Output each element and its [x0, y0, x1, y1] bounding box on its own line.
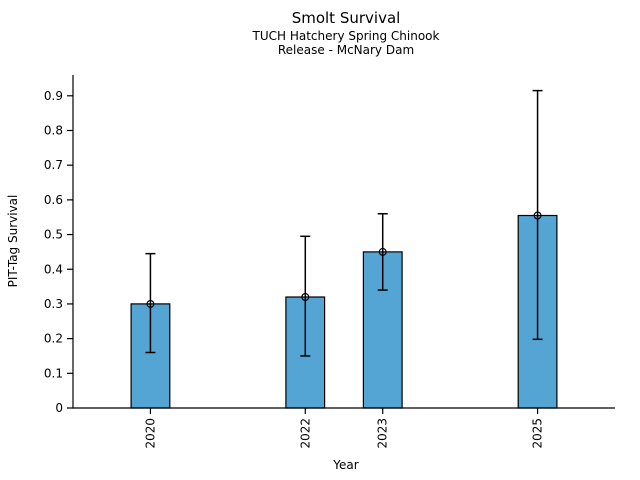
- x-tick-label: 2022: [298, 418, 312, 449]
- mean-marker-2020: [146, 299, 155, 308]
- mean-marker-2025: [533, 211, 542, 220]
- y-tick-label: 0.1: [44, 366, 63, 380]
- chart-title: Smolt Survival: [291, 9, 401, 27]
- x-tick-label: 2025: [531, 418, 545, 449]
- mean-marker-2023: [378, 247, 387, 256]
- y-tick-label: 0.6: [44, 193, 63, 207]
- y-axis-label: PIT-Tag Survival: [6, 194, 20, 288]
- mean-marker-2022: [301, 293, 310, 302]
- x-tick-label: 2020: [143, 418, 157, 449]
- x-axis-label: Year: [333, 458, 359, 472]
- y-tick-label: 0.4: [44, 262, 63, 276]
- y-tick-label: 0.7: [44, 158, 63, 172]
- chart-subtitle-line1: TUCH Hatchery Spring Chinook: [252, 29, 440, 43]
- chart-subtitle-line2: Release - McNary Dam: [277, 43, 415, 57]
- x-tick-label: 2023: [376, 418, 390, 449]
- y-tick-label: 0.5: [44, 228, 63, 242]
- y-tick-label: 0.8: [44, 124, 63, 138]
- y-tick-label: 0.9: [44, 89, 63, 103]
- y-tick-label: 0.3: [44, 297, 63, 311]
- y-tick-label: 0.2: [44, 332, 63, 346]
- y-tick-label: 0: [55, 401, 63, 415]
